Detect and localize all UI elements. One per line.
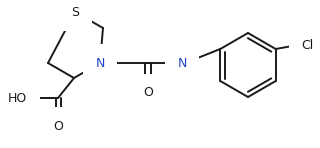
Text: N: N [177, 57, 187, 70]
Text: HO: HO [8, 91, 27, 104]
Text: H: H [178, 50, 186, 60]
Text: N: N [95, 57, 105, 70]
Text: S: S [71, 5, 79, 18]
Text: O: O [53, 119, 63, 132]
Text: O: O [143, 86, 153, 99]
Text: Cl: Cl [301, 38, 314, 52]
